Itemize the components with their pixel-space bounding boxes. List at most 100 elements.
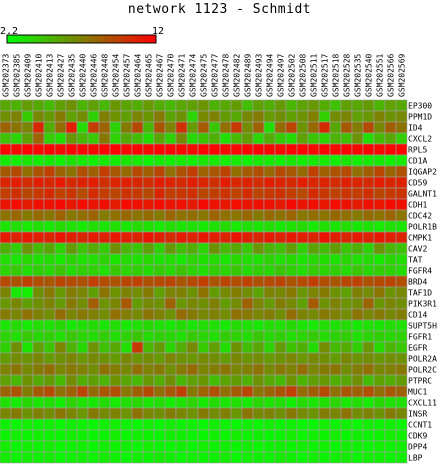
heatmap-cell [197, 165, 210, 178]
heatmap-cell [285, 385, 298, 398]
heatmap-cell [21, 275, 34, 288]
heatmap-cell [65, 187, 78, 200]
heatmap-cell [307, 451, 320, 464]
heatmap-cell [373, 297, 386, 310]
heatmap-cell [241, 176, 254, 189]
heatmap-cell [65, 440, 78, 453]
heatmap-cell [98, 297, 111, 310]
heatmap-cell [120, 132, 133, 145]
heatmap-cell [175, 308, 188, 321]
heatmap-cell [43, 319, 56, 332]
heatmap-cell [164, 374, 177, 387]
heatmap-cell [21, 407, 34, 420]
heatmap-cell [395, 451, 408, 464]
heatmap-cell [87, 396, 100, 409]
heatmap-cell [395, 275, 408, 288]
heatmap-cell [362, 286, 375, 299]
heatmap-cell [373, 451, 386, 464]
heatmap-cell [131, 330, 144, 343]
heatmap-cell [329, 198, 342, 211]
heatmap-cell [208, 253, 221, 266]
heatmap-cell [21, 385, 34, 398]
heatmap-cell [109, 451, 122, 464]
heatmap-cell [131, 341, 144, 354]
heatmap-cell [285, 176, 298, 189]
heatmap-cell [43, 198, 56, 211]
heatmap-cell [186, 319, 199, 332]
heatmap-cell [76, 231, 89, 244]
heatmap-cell [373, 385, 386, 398]
heatmap-cell [120, 429, 133, 442]
heatmap-cell [362, 330, 375, 343]
heatmap-cell [175, 231, 188, 244]
heatmap-cell [120, 319, 133, 332]
heatmap-cell [54, 198, 67, 211]
row-label: CDC42 [408, 212, 432, 221]
heatmap-cell [32, 165, 45, 178]
heatmap-cell [197, 132, 210, 145]
heatmap-cell [274, 396, 287, 409]
heatmap-cell [87, 385, 100, 398]
heatmap-cell [87, 429, 100, 442]
row-label: GALNT1 [408, 190, 437, 199]
column-label: GSM202409 [24, 53, 33, 97]
heatmap-cell [252, 330, 265, 343]
heatmap-cell [362, 143, 375, 156]
heatmap-cell [395, 429, 408, 442]
heatmap-cell [274, 209, 287, 222]
heatmap-cell [362, 319, 375, 332]
heatmap-cell [186, 330, 199, 343]
heatmap-cell [164, 451, 177, 464]
heatmap-cell [384, 242, 397, 255]
heatmap-cell [296, 110, 309, 123]
heatmap-cell [395, 209, 408, 222]
heatmap-cell [362, 209, 375, 222]
heatmap-cell [120, 264, 133, 277]
heatmap-cell [98, 363, 111, 376]
heatmap-cell [197, 297, 210, 310]
heatmap-cell [274, 341, 287, 354]
heatmap-cell [307, 165, 320, 178]
heatmap-cell [384, 231, 397, 244]
heatmap-cell [362, 176, 375, 189]
heatmap-cell [87, 99, 100, 112]
heatmap-cell [21, 198, 34, 211]
heatmap-cell [142, 451, 155, 464]
heatmap-cell [241, 275, 254, 288]
heatmap-cell [109, 286, 122, 299]
heatmap-cell [142, 286, 155, 299]
heatmap-cell [87, 165, 100, 178]
heatmap-cell [263, 209, 276, 222]
heatmap-cell [109, 308, 122, 321]
heatmap-cell [54, 330, 67, 343]
heatmap-cell [54, 286, 67, 299]
heatmap-cell [307, 308, 320, 321]
heatmap-cell [263, 198, 276, 211]
heatmap-cell [395, 319, 408, 332]
heatmap-cell [0, 385, 12, 398]
heatmap-cell [164, 187, 177, 200]
heatmap-cell [263, 264, 276, 277]
heatmap-cell [329, 187, 342, 200]
heatmap-cell [197, 352, 210, 365]
heatmap-cell [10, 242, 23, 255]
heatmap-cell [164, 418, 177, 431]
heatmap-cell [373, 330, 386, 343]
heatmap-cell [208, 319, 221, 332]
heatmap-cell [351, 121, 364, 134]
heatmap-cell [219, 176, 232, 189]
heatmap-cell [142, 418, 155, 431]
heatmap-cell [43, 143, 56, 156]
heatmap-cell [230, 308, 243, 321]
row-label: INSR [408, 410, 427, 419]
heatmap-cell [98, 429, 111, 442]
heatmap-cell [175, 297, 188, 310]
heatmap-cell [395, 440, 408, 453]
heatmap-cell [274, 165, 287, 178]
heatmap-cell [186, 275, 199, 288]
heatmap-cell [296, 165, 309, 178]
heatmap-cell [43, 176, 56, 189]
row-label: POLR1B [408, 223, 437, 232]
heatmap-cell [76, 286, 89, 299]
heatmap-cell [351, 440, 364, 453]
